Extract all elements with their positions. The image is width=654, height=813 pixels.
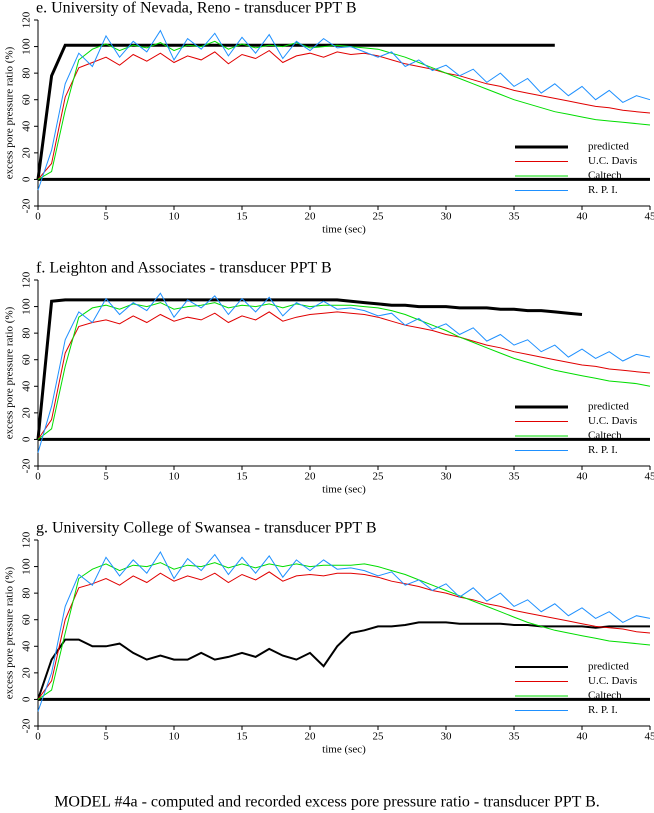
y-tick-label: 20 [21,667,33,679]
x-tick-label: 25 [373,471,385,483]
legend-label: U.C. Davis [588,675,637,687]
x-tick-label: 20 [305,731,317,743]
y-tick-label: 40 [21,120,33,131]
x-tick-label: 40 [577,731,589,743]
y-tick-label: 100 [21,38,33,55]
y-tick-label: 0 [21,696,33,702]
y-tick-label: 60 [21,354,33,366]
x-tick-label: 5 [103,471,109,483]
chart-title: e. University of Nevada, Reno - transduc… [36,0,357,17]
y-tick-label: 20 [21,147,33,159]
x-tick-label: 35 [509,211,521,223]
x-tick-label: 5 [103,731,109,743]
x-tick-label: 5 [103,211,109,223]
chart-title: f. Leighton and Associates - transducer … [36,260,332,277]
x-tick-label: 0 [35,211,41,223]
x-tick-label: 0 [35,731,41,743]
x-tick-label: 30 [441,731,453,743]
x-tick-label: 45 [645,211,654,223]
legend-label: predicted [588,661,629,673]
x-tick-label: 35 [509,471,521,483]
y-tick-label: 120 [21,271,33,288]
x-axis-label: time (sec) [322,484,366,496]
legend-label: R. P. I. [588,184,618,196]
series-line [36,43,555,180]
y-tick-label: 60 [21,614,33,626]
x-tick-label: 35 [509,731,521,743]
x-tick-label: 10 [169,211,181,223]
x-tick-label: 10 [169,471,181,483]
x-tick-label: 25 [373,731,385,743]
y-tick-label: 120 [21,11,33,28]
y-tick-label: 100 [21,558,33,575]
series-line [37,311,651,440]
y-axis-label: excess pore pressure ratio (%) [4,566,16,699]
chart: g. University College of Swansea - trans… [4,520,654,756]
y-axis-label: excess pore pressure ratio (%) [4,46,16,179]
x-tick-label: 45 [645,471,654,483]
series-line [37,562,651,700]
series-line [37,621,650,700]
y-tick-label: 80 [21,327,33,339]
y-tick-label: -20 [21,718,33,733]
x-tick-label: 0 [35,471,41,483]
y-tick-label: 60 [21,94,33,106]
chart: e. University of Nevada, Reno - transduc… [4,0,654,236]
x-tick-label: 15 [237,471,249,483]
y-axis-label: excess pore pressure ratio (%) [4,306,16,439]
legend-label: R. P. I. [588,704,618,716]
caption: MODEL #4a - computed and recorded excess… [54,794,600,811]
series-line [37,292,651,453]
legend-label: predicted [588,401,629,413]
chart: f. Leighton and Associates - transducer … [4,260,654,496]
series-line [37,29,651,191]
x-tick-label: 20 [305,471,317,483]
legend-label: U.C. Davis [588,415,637,427]
x-axis-label: time (sec) [322,224,366,236]
y-tick-label: 40 [21,640,33,652]
series-line [37,49,651,180]
x-tick-label: 40 [577,211,589,223]
y-tick-label: 0 [21,436,33,442]
series-line [37,302,651,440]
chart-title: g. University College of Swansea - trans… [36,520,377,537]
y-tick-label: 20 [21,407,33,419]
x-tick-label: 25 [373,211,385,223]
legend-label: U.C. Davis [588,155,637,167]
x-tick-label: 30 [441,471,453,483]
x-tick-label: 45 [645,731,654,743]
y-tick-label: 100 [21,298,33,315]
series-line [37,550,651,712]
y-tick-label: -20 [21,458,33,473]
series-line [36,298,583,440]
y-tick-label: 0 [21,176,33,182]
legend-label: Caltech [588,690,622,702]
series-line [37,571,651,700]
x-tick-label: 20 [305,211,317,223]
x-tick-label: 40 [577,471,589,483]
y-tick-label: 40 [21,380,33,392]
x-tick-label: 30 [441,211,453,223]
legend-label: Caltech [588,170,622,182]
y-tick-label: -20 [21,198,33,213]
x-tick-label: 15 [237,211,249,223]
series-line [37,40,651,180]
y-tick-label: 80 [21,587,33,599]
x-tick-label: 10 [169,731,181,743]
x-tick-label: 15 [237,731,249,743]
legend-label: R. P. I. [588,444,618,456]
legend-label: predicted [588,141,629,153]
y-tick-label: 120 [21,531,33,548]
legend-label: Caltech [588,430,622,442]
x-axis-label: time (sec) [322,744,366,756]
y-tick-label: 80 [21,67,33,79]
